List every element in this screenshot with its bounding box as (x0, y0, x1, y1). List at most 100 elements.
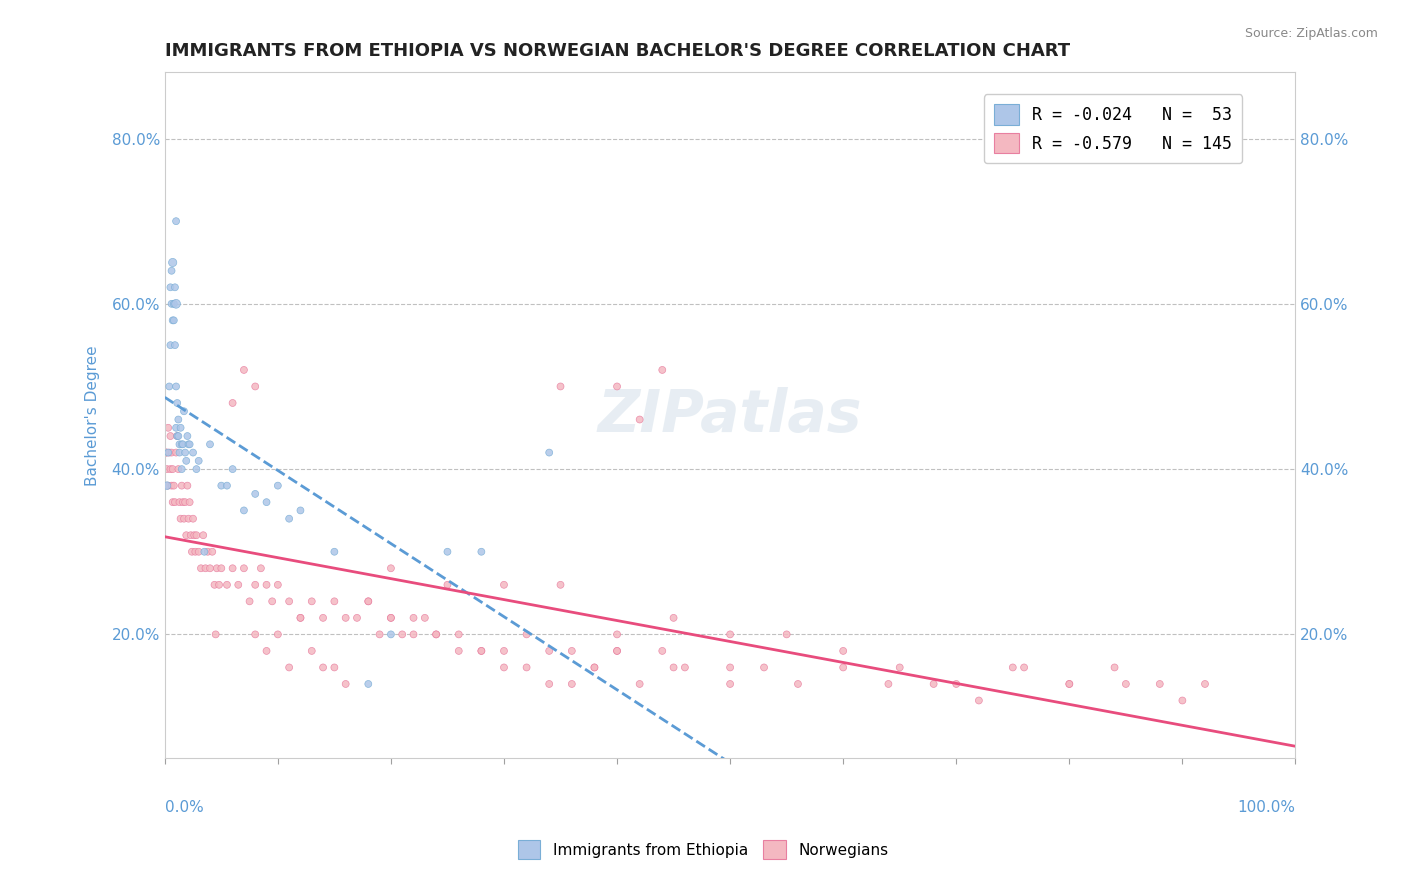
Point (323, 594, 346, 608)
Point (160, 297, 183, 311)
Point (181, 511, 204, 525)
Point (1012, 660, 1035, 674)
Point (163, 338, 186, 352)
Point (162, 255, 184, 269)
Point (162, 462, 184, 476)
Point (538, 644, 561, 658)
Point (193, 545, 215, 559)
Point (170, 462, 193, 476)
Point (256, 578, 278, 592)
Point (215, 478, 238, 492)
Point (492, 660, 515, 674)
Point (163, 297, 186, 311)
Point (606, 644, 628, 658)
Point (245, 379, 267, 393)
Text: Source: ZipAtlas.com: Source: ZipAtlas.com (1244, 27, 1378, 40)
Point (380, 627, 402, 641)
Point (183, 528, 205, 542)
Point (832, 644, 855, 658)
Point (187, 545, 209, 559)
Point (516, 627, 538, 641)
Point (170, 478, 193, 492)
Point (606, 627, 628, 641)
Point (169, 445, 191, 459)
Point (538, 677, 561, 691)
Point (157, 421, 180, 435)
Point (335, 611, 357, 625)
Point (290, 611, 312, 625)
Point (174, 445, 197, 459)
Point (550, 578, 572, 592)
Point (470, 545, 492, 559)
Point (166, 429, 188, 443)
Point (945, 677, 967, 691)
Point (186, 462, 208, 476)
Point (290, 503, 312, 517)
Point (177, 511, 200, 525)
Point (1104, 660, 1126, 674)
Point (922, 677, 945, 691)
Point (221, 462, 243, 476)
Point (402, 611, 425, 625)
Point (162, 313, 184, 327)
Point (718, 627, 741, 641)
Point (162, 495, 184, 509)
Point (628, 412, 651, 426)
Point (1059, 677, 1081, 691)
Point (262, 594, 284, 608)
Point (232, 363, 254, 377)
Point (606, 644, 628, 658)
Point (169, 421, 191, 435)
Point (165, 214, 187, 228)
Point (583, 660, 606, 674)
Point (1059, 677, 1081, 691)
Point (157, 445, 180, 459)
Point (301, 594, 323, 608)
Point (190, 561, 212, 575)
Point (323, 545, 346, 559)
Point (312, 660, 335, 674)
Point (1001, 660, 1024, 674)
Point (538, 445, 561, 459)
Point (205, 561, 228, 575)
Point (221, 561, 243, 575)
Point (651, 363, 673, 377)
Y-axis label: Bachelor's Degree: Bachelor's Degree (86, 345, 100, 486)
Point (159, 462, 181, 476)
Point (159, 429, 181, 443)
Point (1149, 677, 1171, 691)
Point (173, 404, 195, 418)
Point (550, 379, 572, 393)
Point (204, 627, 226, 641)
Point (1171, 693, 1194, 707)
Point (186, 528, 208, 542)
Point (232, 561, 254, 575)
Point (239, 594, 262, 608)
Point (173, 511, 195, 525)
Point (278, 660, 301, 674)
Point (651, 644, 673, 658)
Point (181, 445, 204, 459)
Point (402, 627, 425, 641)
Point (167, 412, 190, 426)
Point (208, 578, 231, 592)
Point (447, 644, 470, 658)
Point (492, 578, 515, 592)
Point (157, 478, 180, 492)
Point (470, 644, 492, 658)
Text: 0.0%: 0.0% (165, 799, 204, 814)
Point (159, 338, 181, 352)
Point (380, 561, 402, 575)
Point (290, 611, 312, 625)
Point (176, 478, 198, 492)
Point (232, 503, 254, 517)
Point (221, 396, 243, 410)
Point (209, 478, 232, 492)
Point (256, 644, 278, 658)
Point (425, 627, 447, 641)
Point (346, 611, 368, 625)
Point (163, 313, 186, 327)
Point (226, 578, 249, 592)
Point (166, 396, 188, 410)
Point (380, 611, 402, 625)
